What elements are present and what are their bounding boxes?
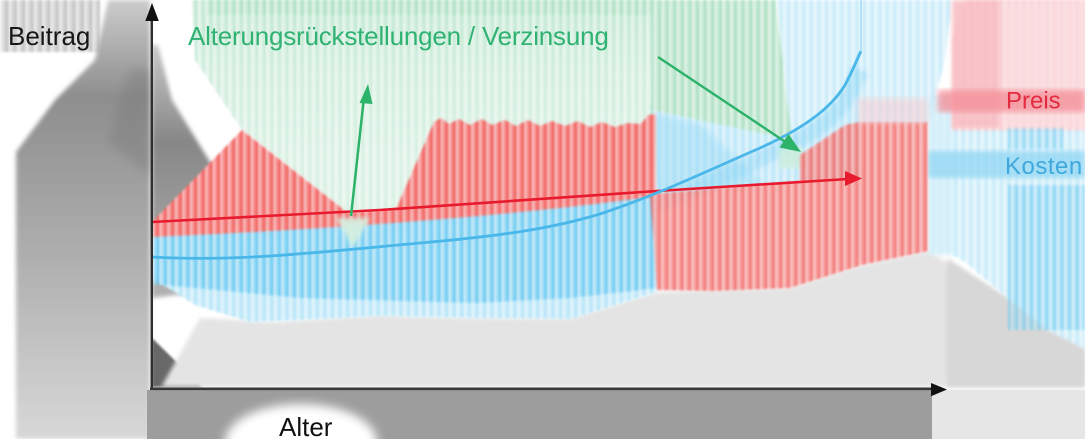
- svg-text:Alter: Alter: [279, 412, 333, 439]
- svg-text:Beitrag: Beitrag: [8, 21, 90, 51]
- svg-text:Preis: Preis: [1006, 88, 1061, 115]
- svg-text:Kosten: Kosten: [1005, 153, 1083, 180]
- svg-text:Alterungsrückstellungen / Verz: Alterungsrückstellungen / Verzinsung: [188, 21, 609, 51]
